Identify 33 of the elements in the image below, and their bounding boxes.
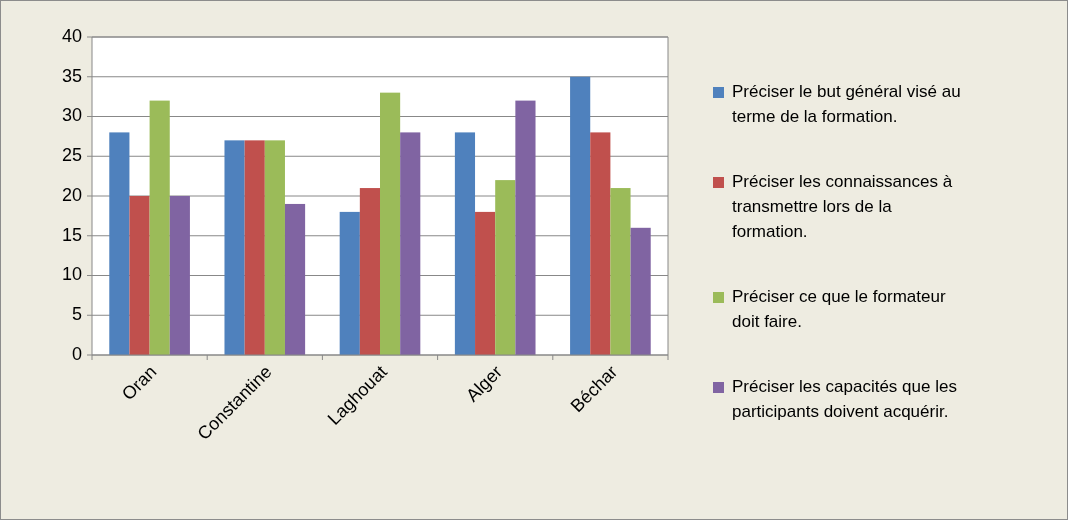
y-tick-label: 30: [61, 105, 82, 126]
bar: [109, 132, 130, 355]
y-tick-label: 5: [71, 304, 82, 324]
legend-label: Préciser les capacités que les participants doivent acquérir.: [732, 377, 957, 422]
y-tick-label: 35: [61, 65, 82, 86]
bar: [400, 132, 421, 355]
bar: [495, 180, 516, 355]
bar: [570, 76, 591, 355]
legend-label: Préciser le but général visé au terme de la formation.: [732, 82, 961, 127]
bar: [475, 211, 496, 355]
bar: [264, 140, 285, 355]
y-tick-label: 0: [71, 343, 82, 364]
legend-label: Préciser ce que le formateur doit faire.: [732, 287, 946, 332]
y-tick-label: 20: [61, 184, 82, 205]
bar: [359, 188, 380, 355]
bar: [284, 203, 306, 355]
y-tick-label: 25: [61, 145, 82, 165]
bar: [454, 132, 476, 355]
y-tick-label: 15: [61, 224, 82, 245]
y-tick-label: 40: [61, 25, 82, 46]
bar: [380, 92, 401, 355]
bar: [169, 196, 190, 355]
bar: [515, 100, 536, 355]
bar: [129, 196, 150, 355]
bar: [339, 211, 360, 355]
bar: [630, 227, 651, 355]
bar: [590, 132, 611, 355]
bar: [224, 140, 245, 355]
bar: [610, 188, 631, 355]
bar: [244, 140, 265, 355]
bar: [149, 100, 170, 355]
legend-label: Préciser les connaissances à transmettre lors de la formation.: [732, 172, 953, 242]
y-tick-label: 10: [61, 264, 82, 285]
